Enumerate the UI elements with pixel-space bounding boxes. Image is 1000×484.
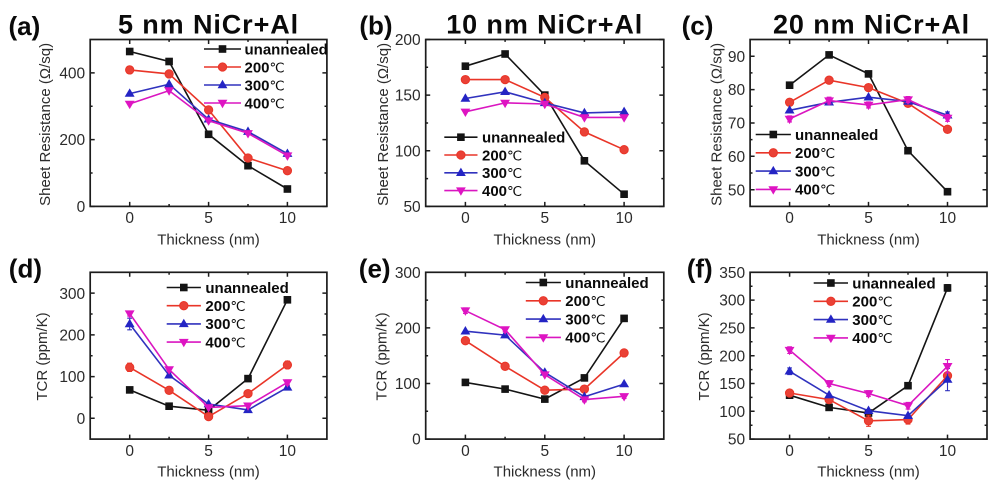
svg-text:200: 200: [395, 32, 421, 49]
svg-text:Thickness (nm): Thickness (nm): [157, 231, 260, 248]
svg-text:300℃: 300℃: [245, 77, 285, 94]
svg-text:100: 100: [395, 376, 421, 393]
svg-text:350: 350: [719, 265, 745, 282]
svg-text:(c): (c): [682, 11, 714, 41]
svg-text:Sheet Resistance (Ω/sq): Sheet Resistance (Ω/sq): [37, 43, 54, 206]
svg-text:200℃: 200℃: [205, 298, 245, 315]
svg-text:0: 0: [785, 210, 794, 227]
svg-text:90: 90: [728, 49, 746, 66]
svg-text:200: 200: [719, 348, 745, 365]
svg-text:200: 200: [395, 321, 421, 338]
svg-text:400℃: 400℃: [482, 183, 522, 200]
svg-text:0: 0: [77, 199, 86, 216]
svg-text:10: 10: [615, 443, 633, 460]
svg-text:200℃: 200℃: [245, 59, 285, 76]
svg-text:400℃: 400℃: [565, 330, 605, 347]
svg-text:unannealed: unannealed: [565, 275, 648, 292]
svg-text:unannealed: unannealed: [205, 280, 288, 297]
svg-text:10 nm NiCr+Al: 10 nm NiCr+Al: [446, 10, 643, 40]
svg-text:400℃: 400℃: [245, 95, 285, 112]
svg-text:5: 5: [864, 210, 873, 227]
svg-text:unannealed: unannealed: [245, 41, 328, 58]
svg-text:(f): (f): [687, 254, 713, 284]
svg-text:(e): (e): [359, 253, 391, 283]
svg-text:Thickness (nm): Thickness (nm): [494, 463, 597, 480]
svg-text:400℃: 400℃: [205, 334, 245, 351]
svg-text:0: 0: [461, 210, 470, 227]
svg-text:80: 80: [728, 82, 746, 99]
svg-text:400℃: 400℃: [795, 182, 835, 199]
svg-text:Sheet Resistance (Ω/sq): Sheet Resistance (Ω/sq): [709, 43, 726, 206]
svg-text:5: 5: [540, 210, 549, 227]
svg-text:200℃: 200℃: [852, 294, 892, 311]
svg-text:unannealed: unannealed: [482, 130, 565, 147]
svg-text:20 nm NiCr+Al: 20 nm NiCr+Al: [773, 10, 970, 40]
svg-text:400℃: 400℃: [852, 330, 892, 347]
svg-text:300℃: 300℃: [795, 163, 835, 180]
svg-text:300: 300: [59, 286, 85, 303]
svg-text:400: 400: [59, 66, 85, 83]
svg-text:250: 250: [719, 321, 745, 338]
svg-text:60: 60: [728, 149, 746, 166]
svg-text:200℃: 200℃: [565, 293, 605, 310]
svg-text:200: 200: [59, 132, 85, 149]
svg-text:0: 0: [125, 443, 134, 460]
svg-text:Thickness (nm): Thickness (nm): [817, 463, 920, 480]
svg-text:(b): (b): [359, 10, 392, 40]
svg-text:300: 300: [395, 265, 421, 282]
svg-text:0: 0: [461, 443, 470, 460]
svg-text:unannealed: unannealed: [852, 275, 935, 292]
svg-text:300: 300: [719, 293, 745, 310]
svg-text:100: 100: [59, 369, 85, 386]
svg-text:300℃: 300℃: [482, 165, 522, 182]
svg-text:300℃: 300℃: [205, 316, 245, 333]
svg-text:50: 50: [403, 199, 421, 216]
svg-text:Thickness (nm): Thickness (nm): [157, 463, 260, 480]
svg-text:(a): (a): [9, 11, 41, 41]
svg-text:200℃: 200℃: [795, 145, 835, 162]
svg-text:TCR (ppm/K): TCR (ppm/K): [696, 312, 713, 400]
svg-text:10: 10: [939, 210, 957, 227]
svg-text:150: 150: [719, 376, 745, 393]
svg-text:5: 5: [540, 443, 549, 460]
svg-text:300℃: 300℃: [565, 311, 605, 328]
svg-text:70: 70: [728, 116, 746, 133]
svg-text:Thickness (nm): Thickness (nm): [494, 231, 597, 248]
svg-text:5 nm NiCr+Al: 5 nm NiCr+Al: [118, 10, 299, 40]
svg-text:100: 100: [395, 143, 421, 160]
svg-text:300℃: 300℃: [852, 312, 892, 329]
svg-text:10: 10: [279, 210, 297, 227]
svg-text:50: 50: [728, 182, 746, 199]
svg-text:TCR (ppm/K): TCR (ppm/K): [374, 312, 391, 400]
svg-text:Sheet Resistance (Ω/sq): Sheet Resistance (Ω/sq): [375, 43, 392, 206]
svg-text:10: 10: [615, 210, 633, 227]
svg-text:0: 0: [77, 411, 86, 428]
svg-text:200℃: 200℃: [482, 147, 522, 164]
svg-text:10: 10: [939, 443, 957, 460]
svg-text:50: 50: [728, 432, 746, 449]
svg-text:unannealed: unannealed: [795, 127, 878, 144]
svg-text:0: 0: [412, 432, 421, 449]
svg-text:0: 0: [125, 210, 134, 227]
svg-text:150: 150: [395, 88, 421, 105]
svg-text:(d): (d): [9, 254, 42, 284]
svg-text:5: 5: [204, 443, 213, 460]
svg-text:5: 5: [864, 443, 873, 460]
svg-text:0: 0: [785, 443, 794, 460]
svg-text:100: 100: [719, 404, 745, 421]
svg-text:200: 200: [59, 328, 85, 345]
svg-text:5: 5: [204, 210, 213, 227]
svg-text:TCR (ppm/K): TCR (ppm/K): [34, 312, 51, 400]
svg-text:10: 10: [279, 443, 297, 460]
svg-text:Thickness (nm): Thickness (nm): [817, 231, 920, 248]
